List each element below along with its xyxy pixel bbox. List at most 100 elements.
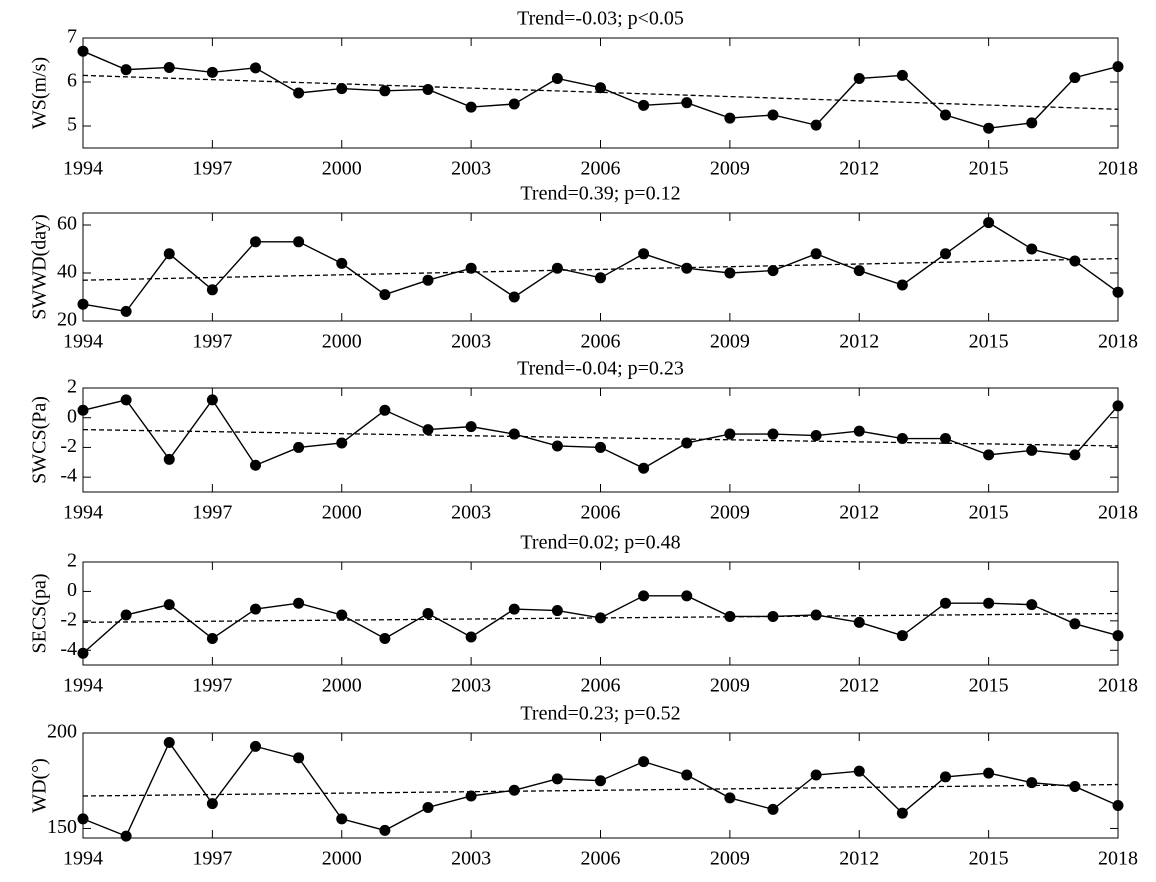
data-point <box>595 272 606 284</box>
x-tick-label: 1997 <box>192 848 232 870</box>
data-point <box>120 64 132 76</box>
data-point <box>465 101 477 113</box>
data-point <box>250 236 261 248</box>
data-point <box>767 428 779 440</box>
data-point <box>1026 444 1038 456</box>
x-tick-label: 2006 <box>581 331 621 353</box>
data-point <box>724 112 736 124</box>
data-point <box>508 603 520 615</box>
data-point <box>767 610 779 622</box>
x-tick-label: 2000 <box>322 848 362 870</box>
data-point <box>163 599 175 611</box>
data-point <box>336 813 348 825</box>
data-point <box>1069 780 1081 792</box>
data-point <box>896 630 908 642</box>
y-tick-label: 200 <box>47 721 77 743</box>
x-tick-label: 2015 <box>969 502 1009 524</box>
data-point <box>638 248 650 260</box>
data-point <box>120 609 132 621</box>
x-tick-label: 2003 <box>451 848 491 870</box>
panel-title: Trend=-0.03; p<0.05 <box>517 8 684 30</box>
data-point <box>293 236 305 248</box>
data-point <box>1026 117 1038 129</box>
x-tick-label: 2009 <box>710 502 750 524</box>
data-point <box>250 740 261 752</box>
data-point <box>422 83 434 95</box>
data-point <box>940 771 951 783</box>
data-point <box>1026 599 1038 611</box>
x-tick-label: 2000 <box>322 502 362 524</box>
y-axis-label: SWWD(day) <box>29 214 51 320</box>
x-tick-label: 1997 <box>192 331 232 353</box>
x-tick-label: 1997 <box>192 675 232 697</box>
y-axis-label: SWCS(Pa) <box>29 396 51 484</box>
data-point <box>595 612 606 624</box>
data-point <box>940 433 951 445</box>
data-point <box>681 97 693 109</box>
data-point <box>853 265 865 277</box>
data-point <box>508 291 520 303</box>
data-point <box>638 590 650 602</box>
y-tick-label: 150 <box>47 816 77 838</box>
data-point <box>422 274 434 286</box>
x-tick-label: 1997 <box>192 158 232 180</box>
x-tick-label: 2000 <box>322 331 362 353</box>
data-point <box>206 66 218 78</box>
data-point <box>163 453 175 465</box>
data-point <box>940 109 951 121</box>
data-point <box>896 433 908 445</box>
y-tick-label: -2 <box>60 608 77 630</box>
data-point <box>1069 449 1081 461</box>
data-point <box>595 82 606 94</box>
x-tick-label: 2015 <box>969 331 1009 353</box>
y-tick-label: 60 <box>57 213 77 235</box>
data-point <box>1069 618 1081 630</box>
x-tick-label: 2009 <box>710 331 750 353</box>
data-point <box>379 404 391 416</box>
x-tick-label: 2009 <box>710 848 750 870</box>
data-point <box>163 61 175 73</box>
data-point <box>336 437 348 449</box>
data-point <box>250 459 261 471</box>
trend-line <box>82 428 1119 447</box>
data-point <box>810 609 822 621</box>
trend-line <box>82 783 1119 797</box>
data-point <box>120 305 132 317</box>
plot-frame <box>82 212 1119 322</box>
data-point <box>681 769 693 781</box>
x-tick-label: 2015 <box>969 675 1009 697</box>
x-tick-label: 2009 <box>710 675 750 697</box>
data-point <box>465 421 477 433</box>
y-tick-label: 7 <box>67 26 77 48</box>
data-point <box>250 603 261 615</box>
y-axis-label: WD(°) <box>29 758 51 813</box>
data-point <box>551 773 563 785</box>
data-point <box>465 631 477 643</box>
x-tick-label: 2018 <box>1098 848 1138 870</box>
data-point <box>120 830 132 842</box>
data-point <box>163 737 175 749</box>
data-point <box>120 394 132 406</box>
data-point <box>206 394 218 406</box>
data-point <box>1069 72 1081 84</box>
data-point <box>206 633 218 645</box>
data-point <box>724 610 736 622</box>
x-tick-label: 1994 <box>63 675 103 697</box>
data-point <box>810 119 822 131</box>
x-tick-label: 2006 <box>581 848 621 870</box>
data-point <box>77 45 89 57</box>
data-point <box>422 801 434 813</box>
y-tick-label: 0 <box>67 579 77 601</box>
data-line <box>82 398 1119 470</box>
trend-line <box>82 257 1119 281</box>
x-tick-label: 2003 <box>451 675 491 697</box>
data-point <box>810 430 822 442</box>
data-point <box>508 784 520 796</box>
data-point <box>336 83 348 95</box>
data-point <box>1112 286 1124 298</box>
data-line <box>82 595 1119 654</box>
data-point <box>465 262 477 274</box>
data-point <box>293 87 305 99</box>
